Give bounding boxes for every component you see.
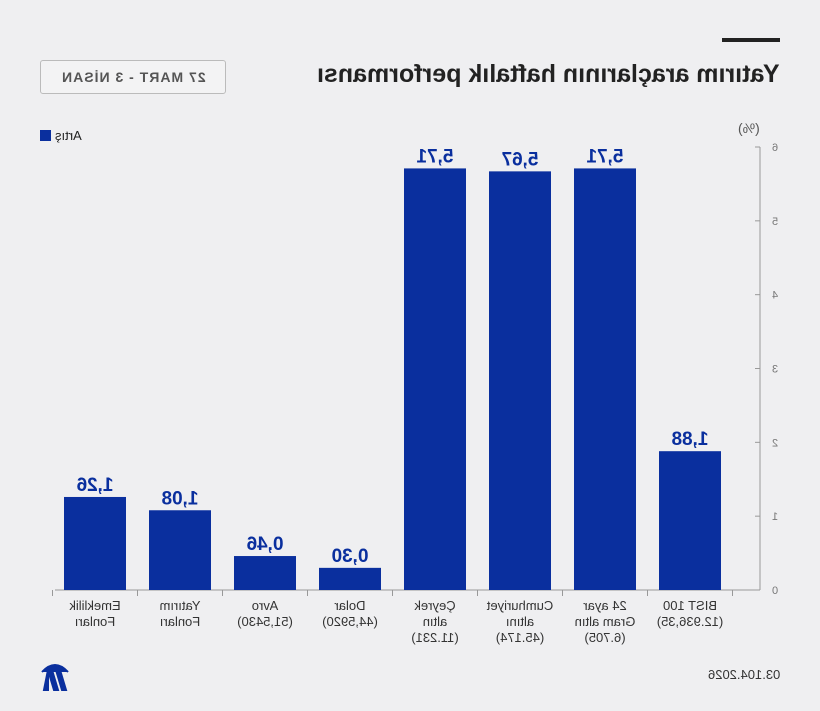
x-category-label: Avro [252,598,279,613]
bar [574,168,636,590]
y-tick-label: 2 [772,437,778,449]
bar [489,171,551,591]
x-category-label: altını [506,614,534,629]
y-tick-label: 5 [772,216,778,228]
bar [234,556,296,590]
bar-value-label: 5,67 [502,149,539,170]
x-category-label: Fonları [160,614,200,629]
x-category-label: Çeyrek [414,598,456,613]
date-range-badge: 27 MART - 3 NİSAN [40,60,226,94]
x-category-label: 24 ayar [583,598,627,613]
x-category-label: Gram altın [575,614,636,629]
bar-value-label: 1,08 [162,488,199,509]
x-category-label: (51,5430) [237,614,293,629]
bar [64,496,126,590]
bar [404,168,466,590]
bar-value-label: 5,71 [416,146,453,167]
x-category-label: Emeklilik [69,598,121,613]
legend: Artış [40,128,82,143]
bar [319,567,381,590]
bar-value-label: 1,88 [672,429,709,450]
x-category-label: Dolar [334,598,366,613]
y-tick-label: 0 [772,585,778,597]
bar-value-label: 5,71 [586,146,623,167]
x-category-label: (44,5920) [322,614,378,629]
footer-date: 03.104.2026 [708,667,781,682]
x-category-label: (6.705) [584,630,625,645]
x-category-label: Cumhuriyet [486,598,553,613]
bar [149,510,211,590]
y-tick-label: 6 [772,142,778,154]
legend-swatch [40,130,51,141]
bar-value-label: 0,46 [247,534,284,555]
x-category-label: (11.231) [411,630,458,645]
decorative-bar [722,38,780,42]
bar-value-label: 1,26 [77,475,114,496]
x-category-label: (45.174) [496,630,544,645]
x-category-label: BIST 100 [663,598,717,613]
y-tick-label: 4 [772,290,778,302]
bar-value-label: 0,30 [332,546,369,567]
y-tick-label: 1 [772,511,778,523]
x-category-label: Fonları [75,614,115,629]
bar [659,451,721,590]
aa-logo [40,662,70,697]
x-category-label: (12.936,35) [657,614,724,629]
x-category-label: altın [423,614,448,629]
x-category-label: Yatırım [160,598,201,613]
y-tick-label: 3 [772,364,778,376]
